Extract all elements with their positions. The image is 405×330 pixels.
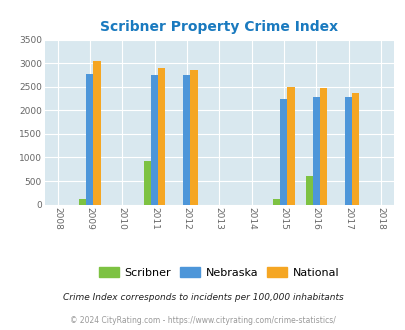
Bar xyxy=(351,93,358,205)
Bar xyxy=(319,88,326,205)
Title: Scribner Property Crime Index: Scribner Property Crime Index xyxy=(100,20,337,34)
Legend: Scribner, Nebraska, National: Scribner, Nebraska, National xyxy=(94,263,343,282)
Bar xyxy=(273,199,280,205)
Text: Crime Index corresponds to incidents per 100,000 inhabitants: Crime Index corresponds to incidents per… xyxy=(62,292,343,302)
Bar xyxy=(158,68,165,205)
Bar xyxy=(287,87,294,205)
Bar xyxy=(183,75,190,205)
Bar xyxy=(143,161,151,205)
Bar xyxy=(86,74,93,205)
Bar xyxy=(305,176,312,205)
Bar xyxy=(279,99,287,205)
Bar xyxy=(344,97,351,205)
Text: © 2024 CityRating.com - https://www.cityrating.com/crime-statistics/: © 2024 CityRating.com - https://www.city… xyxy=(70,315,335,325)
Bar xyxy=(190,70,197,205)
Bar xyxy=(79,199,86,205)
Bar xyxy=(93,61,100,205)
Bar xyxy=(151,75,158,205)
Bar xyxy=(312,97,319,205)
